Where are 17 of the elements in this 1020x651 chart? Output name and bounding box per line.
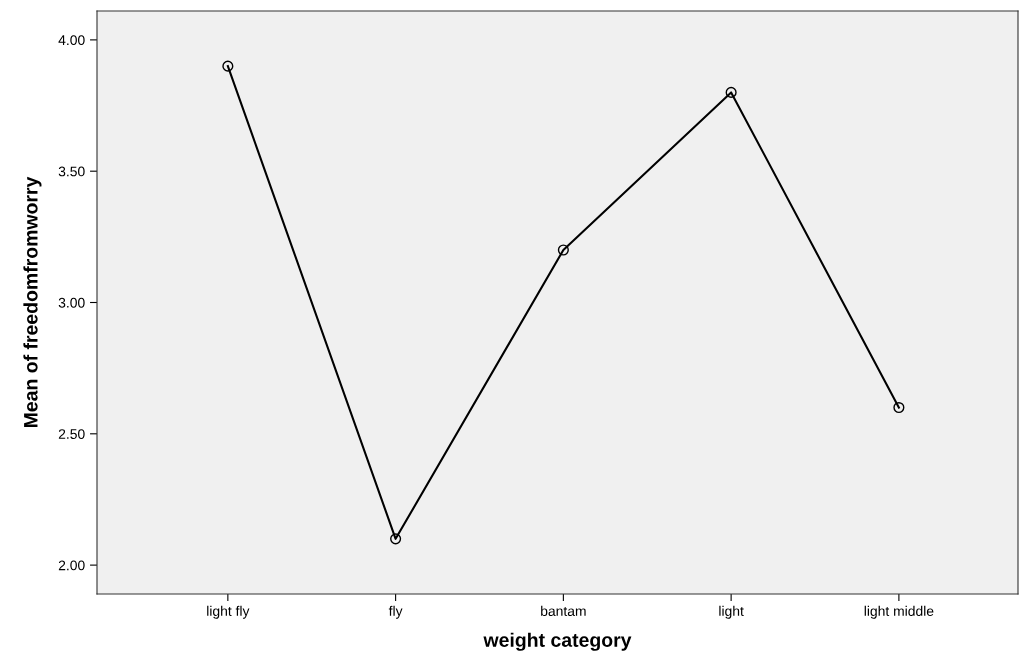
y-tick-label: 3.50 [58,166,85,177]
point [557,244,569,256]
x-tick-label: bantam [541,605,586,617]
x-tick-label: light fly [207,605,250,619]
point [390,533,402,545]
x-tick-label: fly [388,605,403,619]
x-axis-title: weight category [483,632,632,651]
x-tick-label: light middle [864,605,934,619]
y-tick-label: 2.50 [58,429,85,439]
point [893,401,905,414]
point [222,60,234,72]
y-tick-label: 3.00 [58,297,85,308]
x-tick-label: light [719,605,744,619]
point [725,86,737,98]
y-tick-label: 4.00 [58,35,85,46]
y-axis-title: Mean of freedomfromworry [23,176,42,428]
y-tick-label: 2.00 [58,560,85,571]
